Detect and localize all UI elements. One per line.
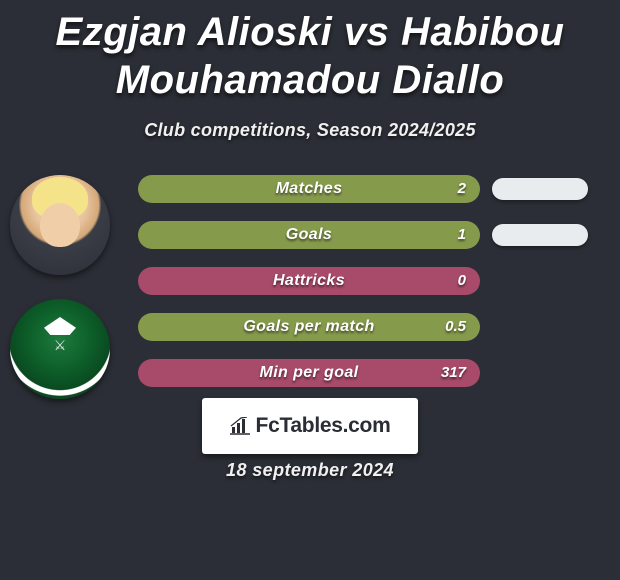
- stat-bar: Goals per match0.5: [138, 313, 480, 341]
- stat-label: Hattricks: [138, 267, 480, 295]
- stat-value: 1: [458, 221, 466, 249]
- secondary-row: [492, 224, 602, 252]
- stats-bars: Matches2Goals1Hattricks0Goals per match0…: [138, 175, 480, 405]
- stat-bar: Hattricks0: [138, 267, 480, 295]
- page-title: Ezgjan Alioski vs Habibou Mouhamadou Dia…: [0, 0, 620, 104]
- stat-bar: Min per goal317: [138, 359, 480, 387]
- stat-row: Goals1: [138, 221, 480, 249]
- stat-label: Goals per match: [138, 313, 480, 341]
- stat-label: Matches: [138, 175, 480, 203]
- stat-value: 0: [458, 267, 466, 295]
- stat-row: Matches2: [138, 175, 480, 203]
- stat-value: 0.5: [445, 313, 466, 341]
- date-text: 18 september 2024: [0, 460, 620, 481]
- secondary-pills: [492, 175, 602, 408]
- stat-row: Min per goal317: [138, 359, 480, 387]
- stat-bar: Goals1: [138, 221, 480, 249]
- avatar-column: [10, 175, 120, 423]
- stat-value: 2: [458, 175, 466, 203]
- bar-chart-icon: [230, 417, 250, 435]
- stat-row: Hattricks0: [138, 267, 480, 295]
- secondary-pill: [492, 178, 588, 200]
- player2-club-badge: [10, 299, 110, 399]
- logo-text: FcTables.com: [256, 414, 391, 438]
- stat-bar: Matches2: [138, 175, 480, 203]
- secondary-row: [492, 270, 602, 298]
- fctables-logo: FcTables.com: [202, 398, 418, 454]
- secondary-row: [492, 316, 602, 344]
- stat-label: Goals: [138, 221, 480, 249]
- secondary-pill: [492, 224, 588, 246]
- stat-value: 317: [441, 359, 466, 387]
- secondary-row: [492, 362, 602, 390]
- stat-row: Goals per match0.5: [138, 313, 480, 341]
- stat-label: Min per goal: [138, 359, 480, 387]
- player1-avatar: [10, 175, 110, 275]
- secondary-row: [492, 178, 602, 206]
- subtitle: Club competitions, Season 2024/2025: [0, 120, 620, 141]
